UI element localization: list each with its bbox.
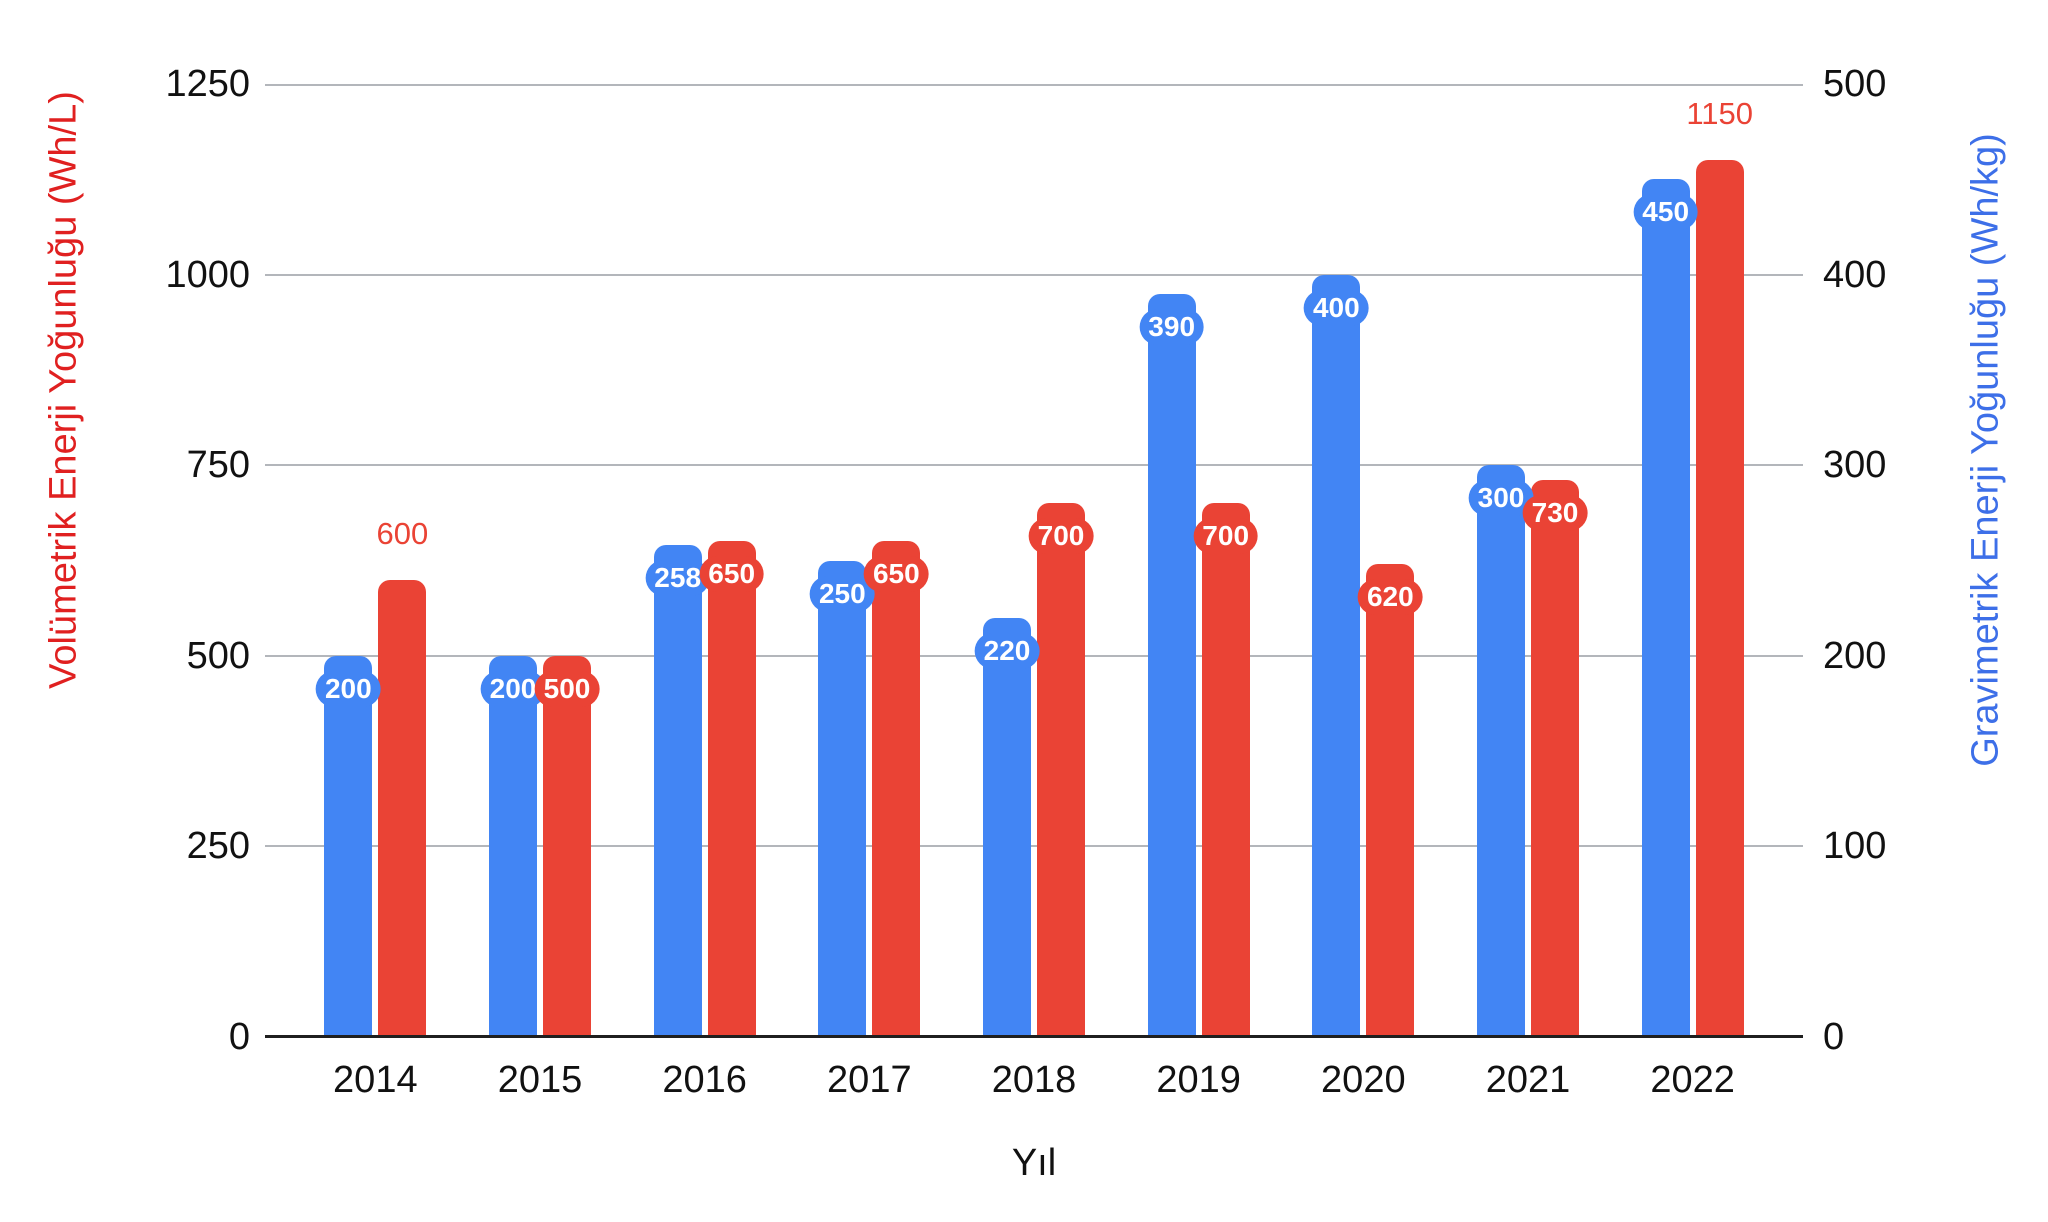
left-axis-tick: 0 (228, 1016, 250, 1058)
x-axis-label: 2015 (497, 1059, 583, 1101)
bar-label: 730 (1522, 495, 1588, 532)
right-axis-tick: 200 (1823, 634, 1887, 677)
bar-label: 650 (863, 556, 929, 593)
x-axis-label: 2018 (991, 1059, 1077, 1101)
x-axis-label: 2022 (1650, 1059, 1735, 1101)
bar-volumetrik-2014 (378, 579, 427, 1037)
left-axis-title: Volümetrik Enerji Yoğunluğu (Wh/L) (42, 91, 85, 689)
left-axis-tick: 1250 (165, 63, 250, 105)
right-axis-tick: 500 (1823, 63, 1887, 105)
bar-label: 300 (1468, 480, 1534, 517)
x-axis-title: Yıl (1011, 1142, 1057, 1184)
bar-label: 700 (1193, 518, 1259, 555)
right-axis-tick: 100 (1823, 825, 1887, 868)
bar-label: 1150 (1686, 96, 1753, 132)
bar-label: 220 (974, 632, 1040, 669)
bar-volumetrik-2016 (707, 541, 756, 1037)
bar-gravimetrik-2021 (1477, 465, 1525, 1037)
x-axis-label: 2014 (333, 1059, 418, 1101)
bar-gravimetrik-2019 (1147, 293, 1196, 1037)
bar-label: 620 (1357, 579, 1423, 616)
bar-label: 450 (1633, 194, 1699, 231)
bar-label: 390 (1139, 308, 1205, 345)
bar-volumetrik-2022 (1695, 160, 1744, 1037)
right-axis-tick: 0 (1823, 1016, 1845, 1058)
x-axis-label: 2019 (1156, 1059, 1241, 1101)
bar-label: 500 (534, 670, 600, 707)
right-axis-tick: 300 (1823, 444, 1887, 487)
left-axis-tick: 1000 (165, 253, 250, 296)
bar-gravimetrik-2016 (653, 545, 702, 1037)
bar-volumetrik-2021 (1531, 480, 1579, 1037)
bar-volumetrik-2020 (1366, 564, 1415, 1037)
x-axis-baseline (265, 1035, 1803, 1038)
gridline (265, 845, 1803, 848)
left-axis-tick: 750 (186, 444, 250, 487)
bar-gravimetrik-2017 (818, 560, 867, 1037)
bar-label: 650 (699, 556, 765, 593)
right-axis-tick: 400 (1823, 253, 1887, 296)
x-axis-label: 2020 (1321, 1059, 1406, 1101)
gridline (265, 84, 1803, 86)
plot-area: 200 600 200 500 258 650 250 650 220 700 390 700 400 6… (265, 84, 1803, 1038)
x-axis-label: 2016 (662, 1059, 747, 1101)
x-axis-label: 2017 (827, 1059, 912, 1101)
bar-label: 200 (315, 670, 381, 707)
bar-gravimetrik-2018 (983, 617, 1031, 1037)
bar-gravimetrik-2020 (1312, 274, 1361, 1037)
bar-gravimetrik-2015 (489, 655, 537, 1037)
bar-label: 600 (376, 515, 429, 551)
bar-volumetrik-2019 (1201, 503, 1250, 1037)
gridline (265, 464, 1803, 467)
bar-volumetrik-2015 (543, 655, 591, 1037)
bar-label: 400 (1303, 289, 1369, 326)
bar-label: 258 (645, 560, 711, 597)
bar-label: 200 (480, 670, 546, 707)
left-axis-tick: 500 (186, 634, 250, 677)
left-axis-tick: 250 (186, 825, 250, 868)
bar-gravimetrik-2014 (324, 655, 373, 1037)
bar-label: 700 (1028, 518, 1094, 555)
gridline (265, 273, 1803, 276)
bar-label: 250 (809, 575, 875, 612)
bar-volumetrik-2017 (872, 541, 921, 1037)
bar-gravimetrik-2022 (1641, 179, 1690, 1037)
bar-volumetrik-2018 (1037, 503, 1085, 1037)
x-axis-label: 2021 (1485, 1059, 1571, 1101)
